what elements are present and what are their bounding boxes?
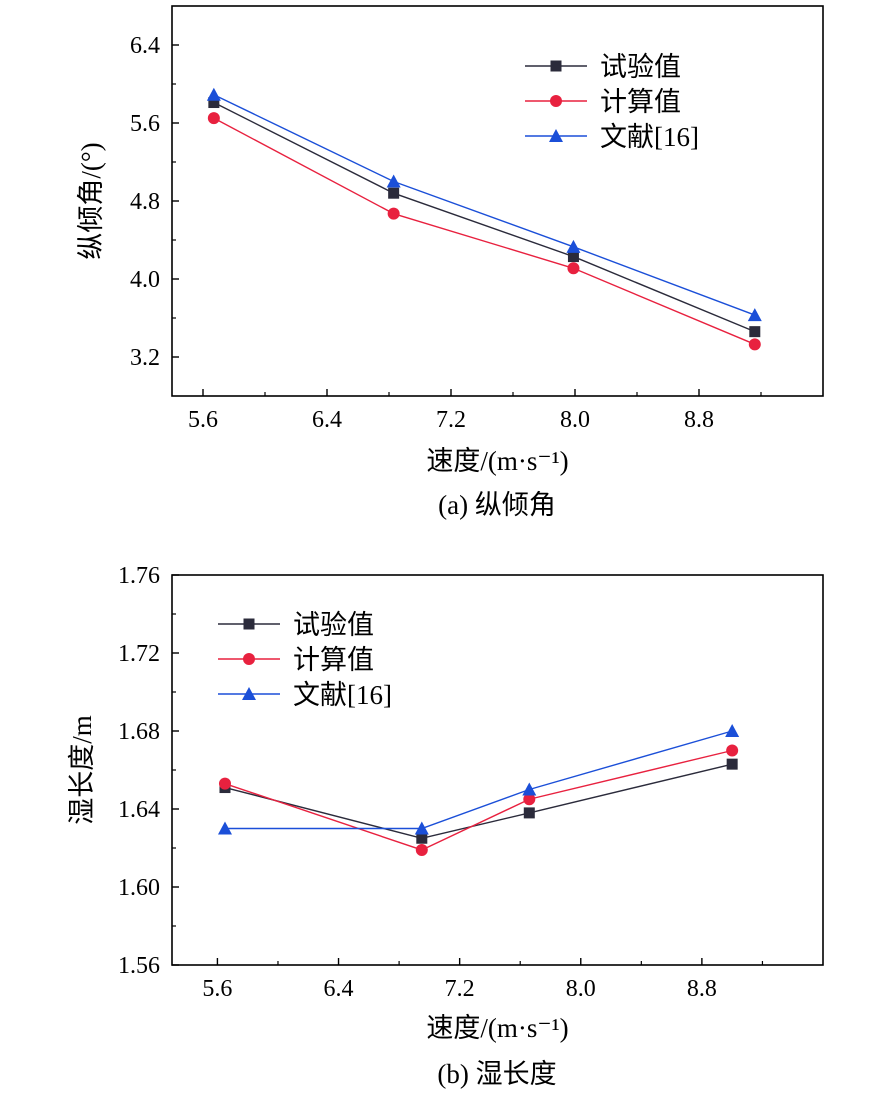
data-point-b-1 [726, 744, 739, 757]
series-line-a-0 [213, 101, 756, 333]
y-tick-label-b: 1.68 [118, 719, 160, 745]
series-line-b-1 [224, 749, 733, 851]
legend-marker-b-2 [242, 687, 256, 700]
x-tick-label-b: 8.0 [566, 976, 596, 1002]
y-axis-label-b: 湿长度/m [67, 715, 97, 825]
y-tick-label-a: 6.4 [130, 33, 160, 59]
series-line-a-2 [213, 94, 756, 316]
data-point-a-2 [206, 87, 221, 101]
y-tick-label-b: 1.76 [118, 563, 160, 589]
data-point-b-2 [522, 782, 537, 796]
y-axis-label-a: 纵倾角/(°) [76, 142, 106, 259]
data-point-a-2 [386, 174, 401, 188]
x-tick-label-a: 7.2 [436, 407, 466, 433]
y-tick-label-a: 4.0 [130, 267, 160, 293]
legend-marker-b-1 [243, 653, 255, 665]
data-point-a-0 [208, 97, 220, 109]
legend-label-b-2: 文献[16] [293, 680, 392, 710]
y-tick-label-a: 4.8 [130, 189, 160, 215]
legend-label-a-2: 文献[16] [600, 122, 699, 152]
x-tick-label-a: 8.0 [560, 407, 590, 433]
legend-label-a-1: 计算值 [600, 87, 681, 117]
data-point-b-1 [415, 843, 428, 856]
series-line-a-1 [213, 117, 756, 345]
y-tick-label-b: 1.72 [118, 641, 160, 667]
data-point-b-2 [217, 821, 232, 835]
legend-marker-a-2 [549, 129, 563, 142]
legend-marker-b-0 [243, 618, 255, 630]
x-tick-label-b: 5.6 [202, 976, 232, 1002]
data-point-a-0 [749, 326, 761, 338]
data-point-a-1 [748, 338, 761, 351]
x-axis-label-b: 速度/(m·s⁻¹) [426, 1013, 568, 1043]
y-tick-label-b: 1.64 [118, 797, 160, 823]
legend-label-b-1: 计算值 [293, 645, 374, 675]
y-tick-label-b: 1.56 [118, 953, 160, 979]
y-tick-label-b: 1.60 [118, 875, 160, 901]
data-point-a-0 [388, 187, 400, 199]
caption-b: (b) 湿长度 [437, 1059, 556, 1089]
data-point-a-1 [387, 207, 400, 220]
y-tick-label-a: 3.2 [130, 345, 160, 371]
data-point-b-0 [416, 832, 428, 844]
plot-frame-b [171, 574, 824, 966]
x-tick-label-b: 6.4 [324, 976, 354, 1002]
series-line-b-0 [224, 763, 733, 839]
legend-marker-a-1 [550, 95, 562, 107]
caption-a: (a) 纵倾角 [438, 490, 556, 520]
legend-label-a-0: 试验值 [600, 52, 681, 82]
legend-marker-a-0 [550, 60, 562, 72]
data-point-a-0 [567, 251, 579, 263]
data-point-a-1 [567, 262, 580, 275]
data-point-b-1 [523, 793, 536, 806]
y-tick-label-a: 5.6 [130, 111, 160, 137]
x-axis-label-a: 速度/(m·s⁻¹) [426, 446, 568, 476]
legend-label-b-0: 试验值 [293, 610, 374, 640]
plot-frame-a [171, 5, 824, 397]
data-point-b-2 [725, 724, 740, 737]
x-tick-label-a: 6.4 [312, 407, 342, 433]
x-tick-label-b: 7.2 [445, 976, 475, 1002]
data-point-b-2 [414, 821, 429, 835]
x-tick-label-b: 8.8 [687, 976, 717, 1002]
data-point-a-2 [747, 308, 762, 322]
x-tick-label-a: 8.8 [684, 407, 714, 433]
x-tick-label-a: 5.6 [188, 407, 218, 433]
data-point-b-1 [218, 777, 231, 790]
data-point-a-2 [566, 239, 581, 253]
data-point-a-1 [207, 112, 220, 125]
series-line-b-2 [224, 730, 733, 830]
data-point-b-0 [726, 758, 738, 770]
data-point-b-0 [523, 807, 535, 819]
